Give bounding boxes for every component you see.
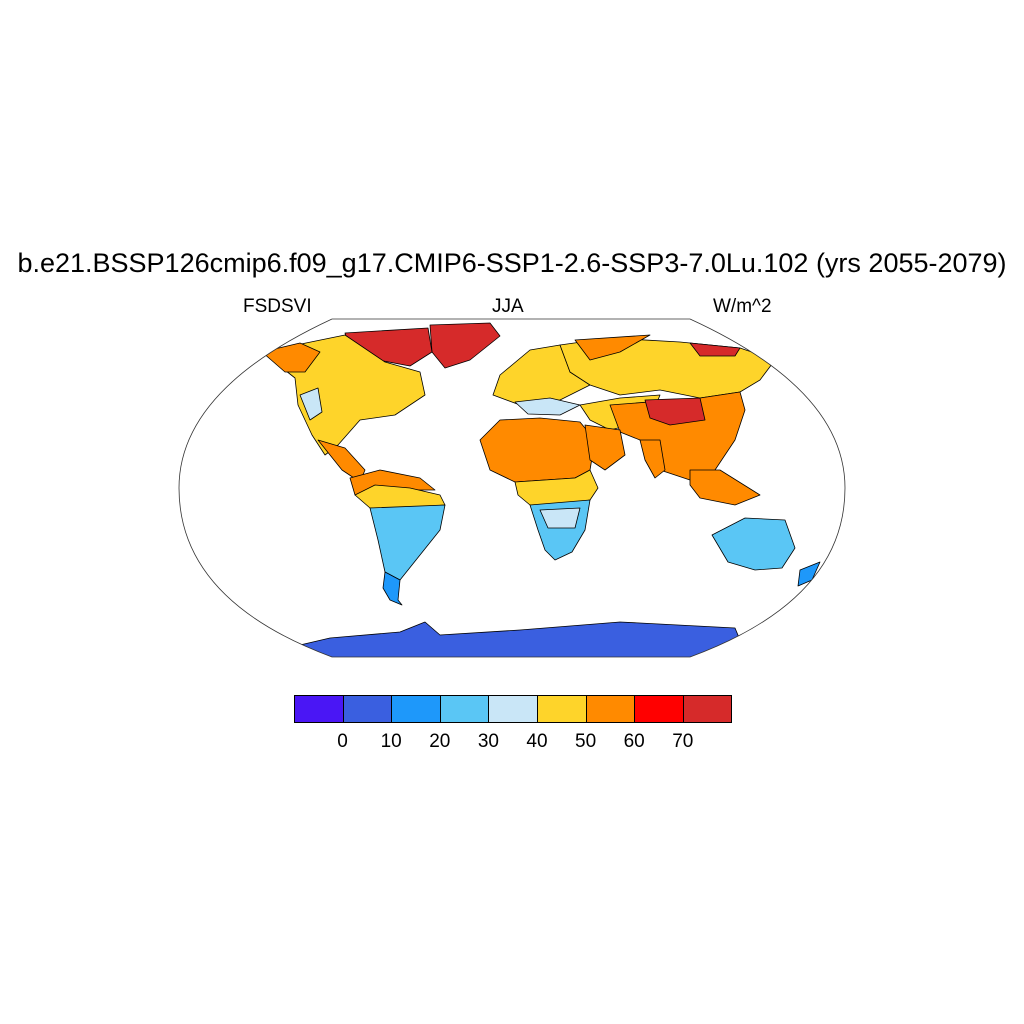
antarctica-region	[289, 621, 741, 657]
colorbar-tick-label: 60	[623, 731, 645, 752]
variable-label: FSDSVI	[243, 296, 312, 317]
units-label: W/m^2	[713, 296, 772, 317]
colorbar-tick-label: 20	[429, 731, 451, 752]
colorbar-tick-label: 30	[477, 731, 499, 752]
colorbar-swatch	[488, 695, 538, 723]
southeast-asia-region	[689, 469, 761, 506]
map-border	[178, 318, 846, 658]
mediterranean-region	[514, 397, 581, 416]
colorbar-tick-label: 70	[672, 731, 694, 752]
colorbar-swatch	[537, 695, 587, 723]
australia-region	[711, 517, 796, 571]
colorbar-tick-label: 0	[337, 731, 348, 752]
africa-central-region	[514, 469, 599, 506]
east-siberia-red-region	[689, 342, 741, 357]
colorbar-tick-label: 10	[380, 731, 402, 752]
colorbar-swatch	[439, 695, 490, 723]
colorbar-tick-label: 50	[575, 731, 597, 752]
india-region	[639, 439, 666, 479]
africa-central-pale-region	[539, 507, 581, 529]
us-southwest-region	[299, 387, 323, 421]
arabia-region	[584, 424, 626, 471]
colorbar-tick-label: 40	[526, 731, 548, 752]
season-label: JJA	[492, 296, 524, 317]
plot-title: b.e21.BSSP126cmip6.f09_g17.CMIP6-SSP1-2.…	[17, 248, 1007, 278]
greenland-region	[429, 322, 501, 369]
south-america-central-region	[369, 504, 446, 581]
colorbar-swatch	[391, 695, 441, 723]
colorbar-swatch	[585, 695, 636, 723]
colorbar-swatch	[342, 695, 393, 723]
south-america-south-region	[382, 571, 403, 606]
tibet-region	[644, 397, 706, 426]
colorbar-swatch	[682, 695, 733, 723]
alaska-orange-region	[261, 342, 321, 373]
siberia-orange-region	[574, 334, 651, 361]
colorbar-swatch	[294, 695, 344, 723]
colorbar-swatch	[634, 695, 684, 723]
africa-sahara-region	[479, 417, 596, 483]
